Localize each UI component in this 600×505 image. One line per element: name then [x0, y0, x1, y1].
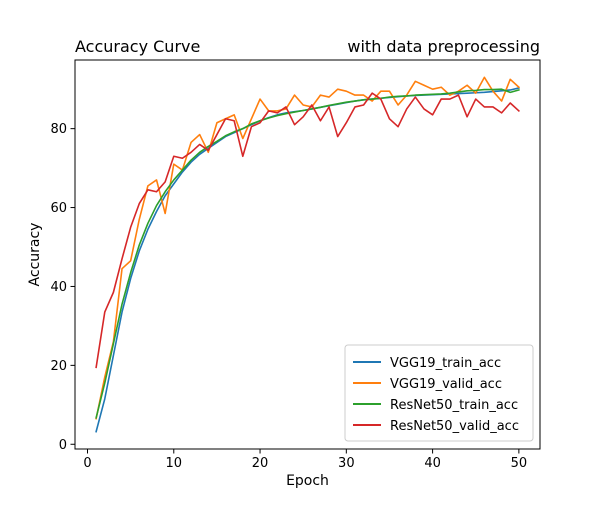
- legend: VGG19_train_acc VGG19_valid_acc ResNet50_t…: [344, 344, 534, 442]
- x-tick-label: 30: [338, 456, 355, 471]
- x-tick-label: 40: [424, 456, 441, 471]
- plot-area-frame: [74, 59, 541, 450]
- x-tick-label: 0: [83, 456, 91, 471]
- axis-ticks: 0 10 20 30 40 50 0 20 40 60 80: [50, 122, 527, 471]
- series-lines: [95, 76, 520, 433]
- legend-label: VGG19_valid_acc: [390, 377, 502, 392]
- y-tick-label: 20: [50, 359, 67, 374]
- legend-box: [344, 344, 534, 442]
- y-tick-label: 60: [50, 201, 67, 216]
- x-tick-label: 10: [166, 456, 183, 471]
- y-tick-label: 0: [59, 438, 67, 453]
- legend-label: ResNet50_valid_acc: [390, 419, 519, 434]
- x-tick-label: 50: [511, 456, 528, 471]
- chart-title-right: with data preprocessing: [347, 37, 540, 56]
- chart-title-left: Accuracy Curve: [75, 37, 200, 56]
- x-tick-label: 20: [252, 456, 269, 471]
- y-axis-label: Accuracy: [27, 223, 43, 287]
- series-line-resnet50-valid-acc: [95, 92, 520, 369]
- legend-label: VGG19_train_acc: [390, 356, 501, 371]
- y-tick-label: 40: [50, 280, 67, 295]
- legend-label: ResNet50_train_acc: [390, 398, 518, 413]
- x-axis-label: Epoch: [286, 473, 329, 489]
- y-tick-label: 80: [50, 122, 67, 137]
